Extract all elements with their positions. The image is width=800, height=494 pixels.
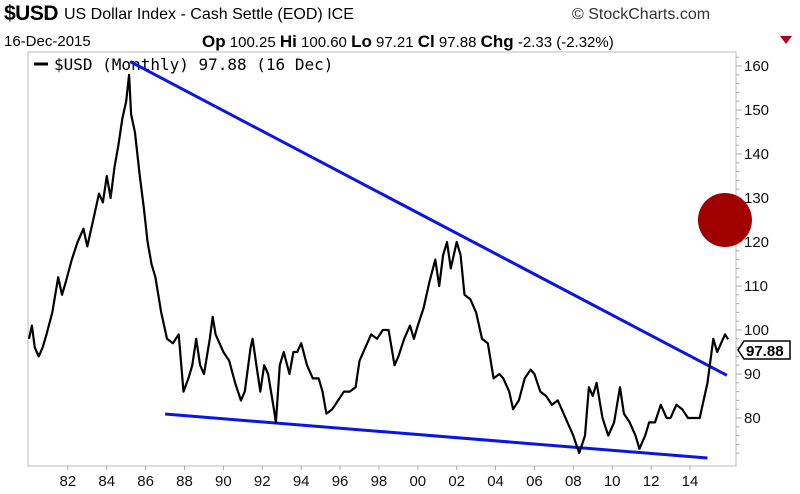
x-tick-label: 94 <box>293 473 310 490</box>
y-tick-label: 80 <box>744 410 761 427</box>
instrument-name: US Dollar Index - Cash Settle (EOD) ICE <box>64 6 354 23</box>
x-tick-label: 12 <box>643 473 660 490</box>
y-tick-label: 90 <box>744 366 761 383</box>
last-value-label: 97.88 <box>746 343 784 360</box>
high-value: 100.60 <box>301 34 347 51</box>
y-tick-label: 100 <box>744 322 769 339</box>
x-tick-label: 98 <box>371 473 388 490</box>
plot-frame <box>27 51 737 467</box>
x-tick-label: 92 <box>254 473 271 490</box>
open-label: Op <box>202 32 226 51</box>
y-tick-label: 120 <box>744 234 769 251</box>
ohlc-bar: Op 100.25 Hi 100.60 Lo 97.21 Cl 97.88 Ch… <box>202 32 614 52</box>
close-label: Cl <box>417 32 435 51</box>
last-value-tag: 97.88 <box>737 340 791 360</box>
y-tick-label: 110 <box>744 278 768 295</box>
x-tick-label: 96 <box>332 473 349 490</box>
x-tick-label: 04 <box>487 473 504 490</box>
low-value: 97.21 <box>376 34 414 51</box>
y-tick-label: 160 <box>744 58 769 75</box>
legend-label: $USD (Monthly) 97.88 (16 Dec) <box>54 55 333 74</box>
high-label: Hi <box>279 32 297 51</box>
x-tick-label: 88 <box>176 473 193 490</box>
x-tick-label: 82 <box>60 473 77 490</box>
down-arrow-icon <box>780 36 792 44</box>
close-value: 97.88 <box>438 34 477 51</box>
upper-resistance-trendline <box>129 60 728 377</box>
change-label: Chg <box>480 32 514 51</box>
x-tick-label: 02 <box>448 473 465 490</box>
usd-series-line <box>27 73 730 455</box>
x-tick-label: 84 <box>98 473 115 490</box>
quote-date: 16-Dec-2015 <box>4 33 91 50</box>
low-label: Lo <box>351 32 372 51</box>
y-tick-label: 140 <box>744 146 769 163</box>
x-tick-label: 86 <box>137 473 154 490</box>
x-tick-label: 00 <box>409 473 426 490</box>
x-tick-label: 08 <box>565 473 582 490</box>
lower-support-trendline <box>164 412 708 460</box>
x-tick-label: 06 <box>526 473 543 490</box>
symbol: $USD <box>4 2 59 25</box>
y-tick-label: 150 <box>744 102 769 119</box>
change-value: -2.33 (-2.32%) <box>517 34 614 51</box>
y-tick-label: 130 <box>744 190 769 207</box>
open-value: 100.25 <box>229 34 276 51</box>
x-tick-label: 14 <box>682 473 699 490</box>
copyright: © StockCharts.com <box>572 6 711 23</box>
x-tick-label: 90 <box>215 473 232 490</box>
highlight-dot <box>697 193 752 247</box>
x-tick-label: 10 <box>604 473 621 490</box>
